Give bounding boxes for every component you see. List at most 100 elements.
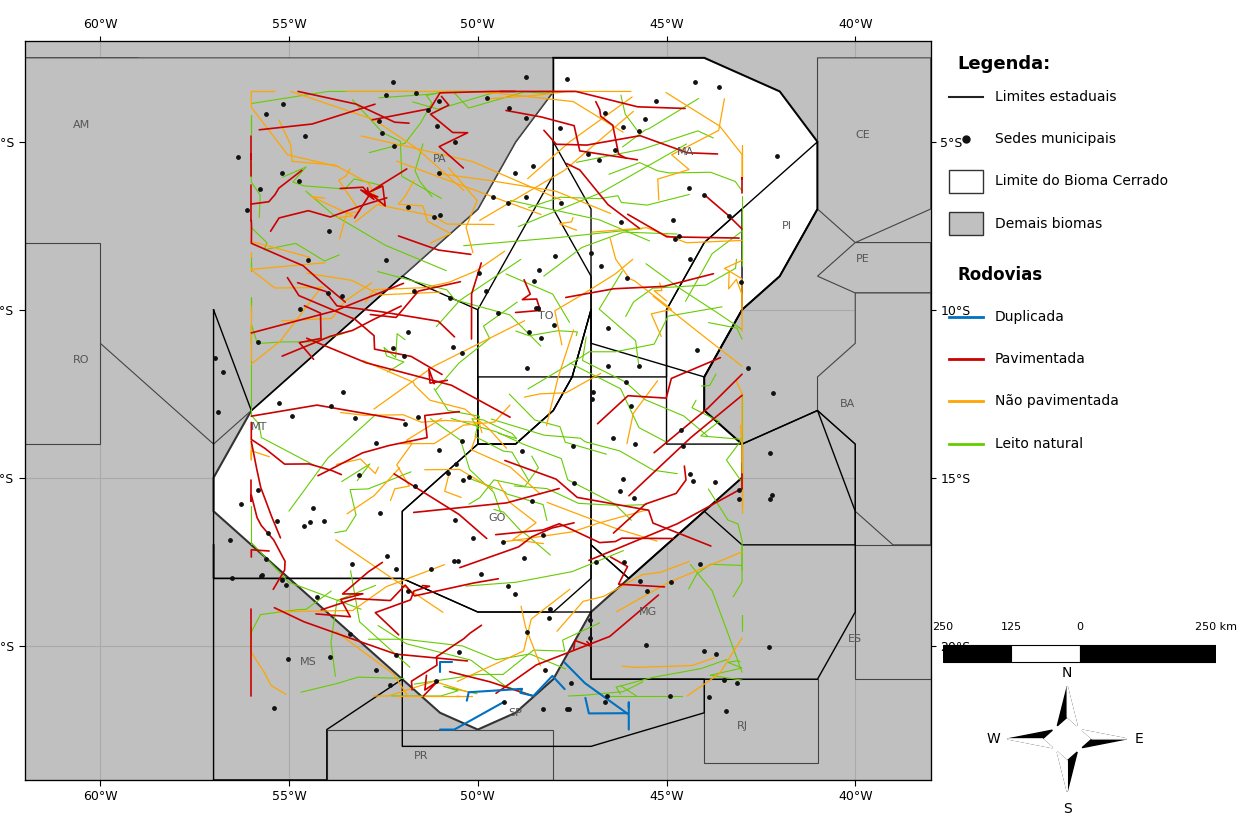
Point (318, 287, 338, 300)
Point (237, 204, 257, 217)
Point (613, 120, 633, 133)
Point (582, 386, 602, 399)
Point (738, 362, 758, 375)
Text: N: N (1062, 666, 1072, 680)
Point (617, 375, 637, 388)
Point (596, 107, 616, 120)
Polygon shape (326, 730, 553, 780)
Text: GO: GO (488, 513, 505, 523)
Point (635, 113, 655, 126)
Point (683, 475, 702, 488)
Point (290, 303, 310, 316)
Point (397, 585, 417, 598)
Polygon shape (25, 57, 553, 444)
Polygon shape (25, 242, 101, 444)
Point (596, 696, 616, 709)
Text: PE: PE (856, 255, 870, 264)
Point (581, 631, 601, 644)
Point (611, 215, 630, 228)
Text: MS: MS (299, 658, 316, 667)
Point (258, 527, 278, 540)
Polygon shape (25, 57, 138, 209)
Point (710, 80, 730, 94)
Point (395, 349, 414, 362)
Point (319, 224, 339, 237)
Text: Limite do Bioma Cerrado: Limite do Bioma Cerrado (994, 174, 1168, 189)
Point (273, 167, 293, 180)
Point (257, 108, 277, 121)
Point (759, 640, 779, 654)
Point (333, 386, 352, 399)
Point (524, 159, 544, 172)
Point (427, 119, 447, 132)
Point (472, 567, 491, 580)
Point (256, 552, 276, 565)
Point (333, 289, 352, 302)
Point (522, 494, 542, 507)
Point (598, 322, 618, 335)
Text: Sedes municipais: Sedes municipais (994, 132, 1116, 146)
Point (618, 272, 638, 285)
FancyBboxPatch shape (949, 170, 983, 193)
Point (212, 365, 232, 378)
Text: Não pavimentada: Não pavimentada (994, 394, 1118, 408)
Point (386, 648, 406, 661)
Bar (1011, 645, 1080, 662)
Text: Pavimentada: Pavimentada (994, 352, 1086, 366)
FancyBboxPatch shape (949, 212, 983, 236)
Point (586, 555, 606, 568)
Text: PA: PA (433, 154, 447, 163)
Point (426, 675, 446, 688)
Bar (1080, 645, 1148, 662)
Point (422, 562, 442, 576)
Point (294, 519, 314, 532)
Point (763, 387, 783, 400)
Point (637, 639, 656, 652)
Point (429, 167, 449, 180)
Point (663, 213, 683, 226)
Point (557, 703, 577, 716)
Point (376, 253, 396, 266)
Point (624, 492, 644, 505)
Point (680, 467, 700, 480)
Point (544, 319, 563, 332)
Text: Duplicada: Duplicada (994, 310, 1065, 324)
Point (761, 447, 781, 460)
Point (685, 75, 705, 88)
Point (263, 701, 283, 714)
Point (207, 406, 227, 419)
Point (396, 417, 416, 430)
Point (278, 652, 298, 665)
Point (469, 267, 489, 280)
Point (557, 72, 577, 85)
Point (429, 209, 449, 222)
Point (762, 488, 782, 501)
Point (398, 326, 418, 339)
Point (630, 575, 650, 588)
Point (597, 690, 617, 703)
Point (320, 650, 340, 663)
Point (613, 473, 633, 486)
Point (370, 114, 390, 127)
Point (598, 360, 618, 373)
Point (494, 695, 514, 709)
Polygon shape (1082, 730, 1127, 748)
Point (321, 399, 341, 412)
Point (459, 470, 479, 484)
Point (592, 259, 612, 273)
Polygon shape (1082, 730, 1127, 739)
Point (376, 89, 396, 102)
Point (700, 690, 720, 704)
Point (273, 98, 293, 111)
Point (673, 439, 692, 452)
Point (383, 341, 403, 354)
Point (706, 648, 726, 661)
Point (282, 410, 302, 423)
Point (517, 361, 537, 374)
Point (622, 399, 642, 412)
Point (228, 150, 248, 163)
Point (665, 233, 685, 246)
Point (448, 554, 468, 567)
Text: PR: PR (414, 751, 428, 761)
Text: E: E (1134, 732, 1143, 746)
